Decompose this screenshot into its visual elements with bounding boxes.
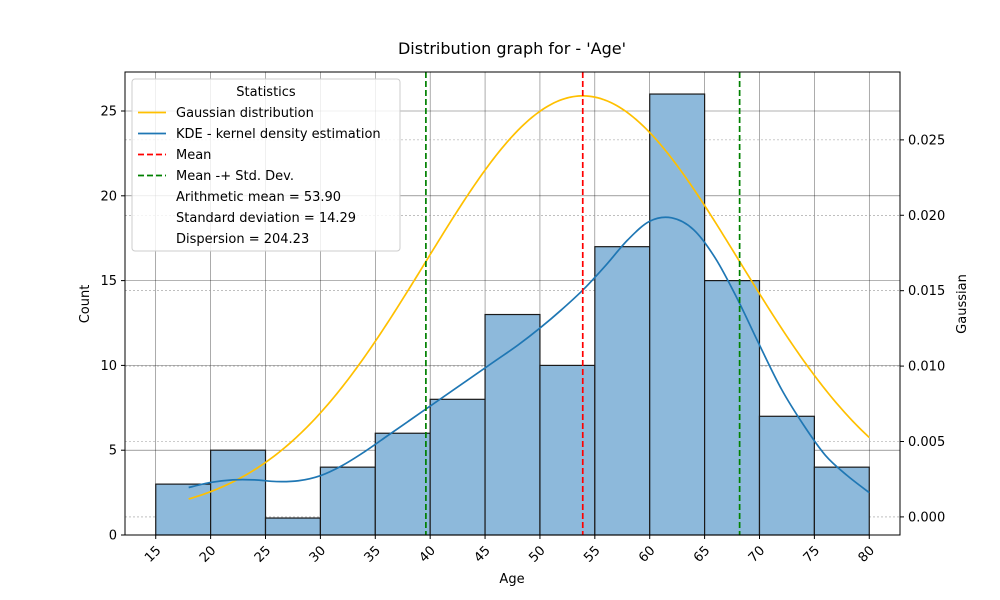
y2-tick-label: 0.025 <box>908 133 945 148</box>
x-tick-label: 30 <box>307 543 329 565</box>
x-tick-label: 35 <box>362 543 384 565</box>
y2-tick-label: 0.005 <box>908 435 945 450</box>
y-tick-label: 0 <box>109 529 117 544</box>
chart-title: Distribution graph for - 'Age' <box>398 39 626 58</box>
y2-axis-label: Gaussian <box>955 274 970 334</box>
y2-tick-label: 0.020 <box>908 209 945 224</box>
y-tick-label: 25 <box>100 105 117 120</box>
x-axis-label: Age <box>499 572 524 587</box>
x-tick-label: 20 <box>197 543 219 565</box>
x-tick-label: 40 <box>417 543 439 565</box>
y-tick-label: 15 <box>100 274 117 289</box>
x-tick-label: 80 <box>856 543 878 565</box>
y-axis-label: Count <box>78 285 93 324</box>
histogram-bar <box>649 93 706 536</box>
y2-tick-label: 0.015 <box>908 284 945 299</box>
y-tick-label: 20 <box>100 189 117 204</box>
histogram-bar <box>264 517 321 536</box>
histogram-bar <box>319 466 376 536</box>
legend-entry: Gaussian distribution <box>176 106 314 121</box>
kde-curve <box>188 216 870 494</box>
chart-axes: 15 20 25 30 35 40 45 50 55 60 65 70 75 80 0 5 10 15 20 25 0.… <box>100 71 945 566</box>
histogram-bar <box>594 246 651 536</box>
legend: Statistics Gaussian distribution KDE - ker… <box>131 78 401 252</box>
gaussian-curve <box>188 95 870 500</box>
x-tick-label: 65 <box>691 543 713 565</box>
histogram-bar <box>758 415 815 536</box>
legend-entry: Mean -+ Std. Dev. <box>176 169 294 184</box>
histogram-bar <box>539 364 596 536</box>
x-tick-label: 45 <box>471 543 493 565</box>
legend-entry: Arithmetic mean = 53.90 <box>176 190 341 205</box>
x-tick-label: 75 <box>801 543 823 565</box>
plot-frame <box>124 71 901 536</box>
histogram-bars <box>155 93 870 536</box>
y-tick-label: 5 <box>109 444 117 459</box>
x-tick-label: 60 <box>636 543 658 565</box>
y2-tick-label: 0.010 <box>908 360 945 375</box>
histogram-bar <box>374 432 431 536</box>
x-tick-label: 70 <box>746 543 768 565</box>
histogram-bar <box>429 398 486 536</box>
histogram-bar <box>484 313 541 536</box>
x-tick-label: 25 <box>252 543 274 565</box>
x-tick-label: 50 <box>526 543 548 565</box>
legend-entry: Mean <box>176 148 211 163</box>
x-tick-label: 55 <box>581 543 603 565</box>
legend-box <box>131 78 401 252</box>
x-tick-label: 15 <box>142 543 164 565</box>
legend-entry: KDE - kernel density estimation <box>176 127 381 142</box>
y2-tick-label: 0.000 <box>908 510 945 525</box>
histogram-bar <box>704 280 761 536</box>
histogram-bar <box>813 466 870 536</box>
chart-lines <box>188 72 870 535</box>
histogram-bar <box>210 449 267 536</box>
legend-entry: Standard deviation = 14.29 <box>176 211 356 226</box>
legend-entry: Dispersion = 204.23 <box>176 232 309 247</box>
histogram-bar <box>155 483 212 536</box>
legend-title: Statistics <box>236 85 296 100</box>
y-tick-label: 10 <box>100 359 117 374</box>
